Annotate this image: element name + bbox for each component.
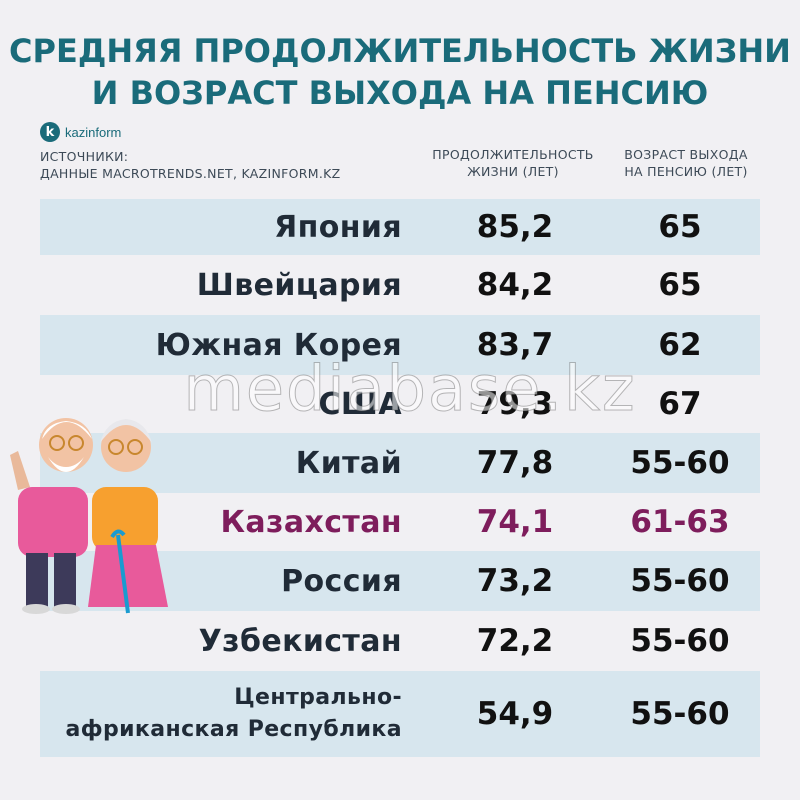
column-header-life-line-2: ЖИЗНИ (ЛЕТ) — [467, 164, 559, 179]
row-band — [40, 671, 760, 757]
country-label: Россия — [281, 563, 402, 599]
column-header-retirement-age: ВОЗРАСТ ВЫХОДА НА ПЕНСИЮ (ЛЕТ) — [606, 146, 766, 180]
life-expectancy-value: 72,2 — [476, 623, 554, 659]
life-expectancy-value: 79,3 — [476, 386, 554, 422]
country-label: Центрально-африканская Республика — [40, 671, 402, 757]
table-row: Казахстан 74,1 61-63 — [0, 493, 800, 551]
table-row: Узбекистан 72,2 55-60 — [0, 611, 800, 671]
sources-value: ДАННЫЕ MACROTRENDS.NET, KAZINFORM.KZ — [40, 166, 341, 181]
table-row: США 79,3 67 — [0, 375, 800, 433]
row-band — [40, 199, 760, 255]
table-row: Китай 77,8 55-60 — [0, 433, 800, 493]
row-band — [40, 315, 760, 375]
retirement-age-value: 65 — [658, 267, 702, 303]
kazinform-logo-text: kazinform — [65, 124, 122, 140]
country-label: Швейцария — [196, 267, 402, 303]
column-header-retirement-line-2: НА ПЕНСИЮ (ЛЕТ) — [624, 164, 748, 179]
life-expectancy-value: 73,2 — [476, 563, 554, 599]
country-label-line: Центрально- — [234, 685, 402, 710]
row-band — [40, 433, 760, 493]
retirement-age-value: 67 — [658, 386, 702, 422]
life-expectancy-value: 85,2 — [476, 209, 554, 245]
table-row: Швейцария 84,2 65 — [0, 255, 800, 315]
table-row: Центрально-африканская Республика 54,9 55-… — [0, 671, 800, 757]
kazinform-logo-icon: k — [40, 122, 60, 142]
infographic-title: СРЕДНЯЯ ПРОДОЛЖИТЕЛЬНОСТЬ ЖИЗНИ И ВОЗРАС… — [0, 30, 800, 114]
data-table: Япония 85,2 65 Швейцария 84,2 65 Южная Корея 83… — [0, 199, 800, 757]
country-label: США — [318, 386, 402, 422]
retirement-age-value: 61-63 — [630, 504, 730, 540]
retirement-age-value: 62 — [658, 327, 702, 363]
kazinform-logo: k kazinform — [40, 122, 121, 142]
sources-label: ИСТОЧНИКИ: — [40, 149, 129, 164]
country-label: Казахстан — [220, 504, 402, 540]
life-expectancy-value: 84,2 — [476, 267, 554, 303]
country-label: Узбекистан — [198, 623, 402, 659]
title-line-1: СРЕДНЯЯ ПРОДОЛЖИТЕЛЬНОСТЬ ЖИЗНИ — [9, 32, 791, 70]
retirement-age-value: 55-60 — [630, 563, 730, 599]
elderly-couple-illustration — [10, 418, 168, 614]
column-header-life-line-1: ПРОДОЛЖИТЕЛЬНОСТЬ — [432, 147, 594, 162]
country-label: Япония — [274, 209, 402, 245]
life-expectancy-value: 74,1 — [476, 504, 554, 540]
life-expectancy-value: 54,9 — [476, 696, 554, 732]
retirement-age-value: 65 — [658, 209, 702, 245]
country-label: Южная Корея — [155, 327, 402, 363]
retirement-age-value: 55-60 — [630, 623, 730, 659]
retirement-age-value: 55-60 — [630, 445, 730, 481]
retirement-age-value: 55-60 — [630, 696, 730, 732]
title-line-2: И ВОЗРАСТ ВЫХОДА НА ПЕНСИЮ — [91, 74, 709, 112]
life-expectancy-value: 83,7 — [476, 327, 554, 363]
column-header-retirement-line-1: ВОЗРАСТ ВЫХОДА — [624, 147, 748, 162]
country-label: Китай — [295, 445, 402, 481]
table-row: Южная Корея 83,7 62 — [0, 315, 800, 375]
table-row: Япония 85,2 65 — [0, 199, 800, 255]
country-label-line: африканская Республика — [65, 717, 402, 742]
sources-note: ИСТОЧНИКИ: ДАННЫЕ MACROTRENDS.NET, KAZIN… — [40, 148, 340, 182]
column-header-life-expectancy: ПРОДОЛЖИТЕЛЬНОСТЬ ЖИЗНИ (ЛЕТ) — [418, 146, 608, 180]
life-expectancy-value: 77,8 — [476, 445, 554, 481]
